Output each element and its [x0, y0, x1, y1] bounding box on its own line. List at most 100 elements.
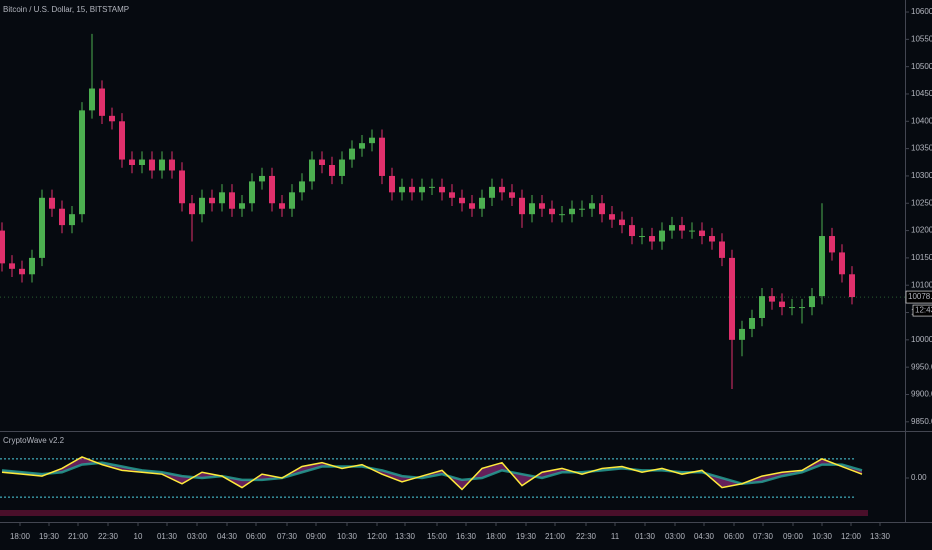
candle-body	[729, 257, 735, 340]
candle-body	[59, 208, 65, 226]
candle-body	[369, 137, 375, 144]
x-tick-label: 10:30	[337, 532, 358, 541]
candle-body	[359, 143, 365, 149]
chart-title: Bitcoin / U.S. Dollar, 15, BITSTAMP	[3, 5, 129, 14]
y-tick-label: 0.00	[911, 473, 927, 482]
candle-body	[449, 192, 455, 198]
x-tick-label: 13:30	[870, 532, 891, 541]
x-tick-label: 21:00	[68, 532, 89, 541]
candle-body	[669, 225, 675, 231]
candle-body	[639, 236, 645, 238]
candle-body	[339, 159, 345, 176]
candle-body	[119, 121, 125, 160]
x-tick-label: 04:30	[217, 532, 238, 541]
candle-body	[579, 208, 585, 210]
candle-body	[289, 192, 295, 209]
candle-body	[569, 208, 575, 215]
y-tick-label: 9900.00	[911, 390, 932, 399]
candle-body	[19, 268, 25, 275]
candle-body	[529, 203, 535, 215]
indicator-title: CryptoWave v2.2	[3, 436, 65, 445]
y-tick-label: 10450.00	[911, 89, 932, 98]
candle-body	[319, 159, 325, 166]
candle-body	[519, 197, 525, 215]
last-price-label: 10078.29	[908, 292, 932, 301]
y-tick-label: 10500.00	[911, 62, 932, 71]
candle-body	[29, 257, 35, 275]
candle-body	[89, 88, 95, 111]
candle-body	[149, 159, 155, 171]
candle-body	[379, 137, 385, 176]
candle-body	[629, 225, 635, 237]
x-tick-label: 16:30	[456, 532, 477, 541]
candle-body	[839, 252, 845, 275]
candle-body	[209, 197, 215, 204]
candle-body	[559, 214, 565, 216]
candle-body	[849, 274, 855, 298]
candle-body	[809, 296, 815, 308]
candle-body	[719, 241, 725, 258]
candle-body	[799, 307, 805, 309]
x-tick-label: 18:00	[10, 532, 31, 541]
candle-body	[419, 186, 425, 193]
y-tick-label: 10300.00	[911, 171, 932, 180]
x-tick-label: 10	[134, 532, 143, 541]
wave-line	[1, 461, 863, 486]
candle-body	[699, 230, 705, 237]
candle-body	[749, 317, 755, 329]
candle-body	[479, 197, 485, 209]
candle-body	[279, 203, 285, 209]
candle-body	[759, 296, 765, 318]
countdown: 12:43	[915, 306, 932, 315]
candle-body	[269, 175, 275, 204]
candle-body	[489, 186, 495, 198]
candle-body	[619, 219, 625, 226]
candle-body	[469, 203, 475, 209]
y-tick-label: 10000.00	[911, 335, 932, 344]
candle-body	[789, 307, 795, 309]
x-tick-label: 18:00	[486, 532, 507, 541]
candle-body	[549, 208, 555, 215]
candle-body	[229, 192, 235, 209]
x-tick-label: 07:30	[753, 532, 774, 541]
x-tick-label: 06:00	[724, 532, 745, 541]
candle-body	[69, 214, 75, 226]
candle-body	[299, 181, 305, 193]
candle-body	[249, 181, 255, 204]
candle-body	[589, 203, 595, 209]
countdown-box	[912, 304, 932, 317]
candle-body	[169, 159, 175, 171]
candle-body	[39, 197, 45, 258]
candle-body	[459, 197, 465, 204]
wave-line	[1, 456, 863, 491]
candle-body	[779, 301, 785, 308]
candle-body	[819, 236, 825, 297]
candle-body	[509, 192, 515, 198]
y-tick-label: 9950.00	[911, 362, 932, 371]
candle-body	[829, 236, 835, 253]
x-tick-label: 21:00	[545, 532, 566, 541]
candle-body	[0, 230, 5, 264]
x-tick-label: 04:30	[694, 532, 715, 541]
candle-body	[399, 186, 405, 193]
x-tick-label: 07:30	[277, 532, 298, 541]
candle-body	[239, 203, 245, 209]
candle-body	[439, 186, 445, 193]
y-tick-label: 9850.00	[911, 417, 932, 426]
x-tick-label: 22:30	[98, 532, 119, 541]
candle-body	[429, 186, 435, 188]
candle-body	[349, 148, 355, 160]
candle-body	[79, 110, 85, 215]
x-tick-label: 13:30	[395, 532, 416, 541]
y-tick-label: 10550.00	[911, 34, 932, 43]
y-tick-label: 10350.00	[911, 144, 932, 153]
candle-body	[649, 236, 655, 242]
candle-body	[389, 175, 395, 193]
x-tick-label: 09:00	[306, 532, 327, 541]
candle-body	[219, 192, 225, 204]
candle-body	[659, 230, 665, 242]
y-tick-label: 10600.00	[911, 7, 932, 16]
